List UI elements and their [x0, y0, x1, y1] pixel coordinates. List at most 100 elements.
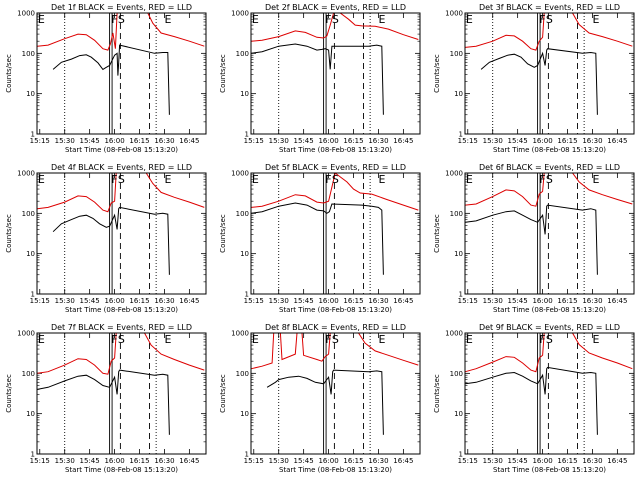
- time-marker-label: F: [325, 13, 331, 26]
- events-series-line: [465, 204, 598, 275]
- time-marker-label: F: [111, 333, 117, 346]
- lld-series-line: [251, 13, 419, 42]
- y-tick-label: 1: [459, 131, 463, 139]
- x-tick-label: 16:45: [607, 457, 627, 465]
- panel-title: Det 9f BLACK = Events, RED = LLD: [479, 323, 620, 332]
- x-tick-label: 15:15: [458, 137, 478, 145]
- events-series-line: [52, 206, 170, 275]
- time-marker-label: E: [378, 173, 385, 186]
- x-tick-label: 16:15: [129, 457, 149, 465]
- panel-title: Det 8f BLACK = Events, RED = LLD: [265, 323, 406, 332]
- y-tick-label: 1: [245, 291, 249, 299]
- time-marker-label: S: [332, 333, 339, 346]
- x-tick-label: 16:30: [154, 297, 174, 305]
- x-tick-label: 15:45: [294, 297, 314, 305]
- y-tick-label: 100: [450, 210, 463, 218]
- y-tick-label: 100: [22, 370, 35, 378]
- time-marker-label: S: [118, 173, 125, 186]
- time-marker-label: F: [539, 13, 545, 26]
- y-axis-title: Counts/sec: [219, 214, 227, 253]
- x-tick-label: 16:30: [368, 457, 388, 465]
- x-tick-label: 15:45: [294, 457, 314, 465]
- x-tick-label: 15:30: [269, 137, 289, 145]
- x-tick-label: 16:00: [104, 137, 124, 145]
- plot-panel: Det 6f BLACK = Events, RED = LLD Counts/s…: [433, 163, 635, 314]
- x-tick-label: 16:30: [582, 137, 602, 145]
- y-tick-label: 1: [245, 131, 249, 139]
- x-tick-label: 16:00: [532, 457, 552, 465]
- x-axis-title: Start Time (08-Feb-08 15:13:20): [279, 466, 392, 474]
- y-axis-title: Counts/sec: [5, 214, 13, 253]
- time-marker-label: F: [539, 173, 545, 186]
- y-tick-label: 10: [454, 90, 463, 98]
- time-marker-label: E: [252, 13, 259, 26]
- x-axis-title: Start Time (08-Feb-08 15:13:20): [279, 306, 392, 314]
- x-tick-label: 15:30: [483, 457, 503, 465]
- panel-title: Det 7f BLACK = Events, RED = LLD: [51, 323, 192, 332]
- time-marker-label: F: [325, 173, 331, 186]
- panel-title: Det 5f BLACK = Events, RED = LLD: [265, 163, 406, 172]
- panel-title: Det 3f BLACK = Events, RED = LLD: [479, 3, 620, 12]
- time-marker-label: F: [539, 333, 545, 346]
- y-tick-label: 1: [31, 451, 35, 459]
- x-tick-label: 16:00: [318, 457, 338, 465]
- time-marker-label: E: [592, 333, 599, 346]
- x-tick-label: 15:45: [508, 457, 528, 465]
- plot-panel: Det 4f BLACK = Events, RED = LLD Counts/s…: [5, 163, 207, 314]
- lld-series-line: [465, 13, 633, 51]
- x-tick-label: 15:15: [30, 457, 50, 465]
- y-tick-label: 1000: [231, 330, 249, 338]
- panel-title: Det 2f BLACK = Events, RED = LLD: [265, 3, 406, 12]
- x-tick-label: 15:30: [55, 137, 75, 145]
- y-tick-label: 1: [459, 451, 463, 459]
- x-tick-label: 16:00: [532, 137, 552, 145]
- time-marker-label: E: [164, 173, 171, 186]
- y-tick-label: 100: [450, 370, 463, 378]
- time-marker-label: E: [38, 173, 45, 186]
- time-marker-label: E: [466, 333, 473, 346]
- x-tick-label: 15:15: [244, 457, 264, 465]
- panel-title: Det 1f BLACK = Events, RED = LLD: [51, 3, 192, 12]
- time-marker-label: E: [164, 333, 171, 346]
- x-tick-label: 15:15: [244, 297, 264, 305]
- x-tick-label: 16:00: [104, 457, 124, 465]
- y-axis-title: Counts/sec: [5, 374, 13, 413]
- x-tick-label: 16:45: [393, 457, 413, 465]
- x-tick-label: 16:00: [104, 297, 124, 305]
- x-tick-label: 15:15: [458, 297, 478, 305]
- lld-series-line: [251, 173, 419, 211]
- time-marker-label: E: [38, 13, 45, 26]
- x-tick-label: 15:45: [80, 457, 100, 465]
- x-tick-label: 16:30: [154, 457, 174, 465]
- y-tick-label: 100: [236, 50, 249, 58]
- plot-panel: Det 8f BLACK = Events, RED = LLD Counts/s…: [219, 323, 421, 474]
- time-marker-label: S: [546, 333, 553, 346]
- y-tick-label: 1000: [17, 170, 35, 178]
- y-tick-label: 1: [245, 451, 249, 459]
- y-tick-label: 10: [240, 250, 249, 258]
- x-tick-label: 16:45: [179, 297, 199, 305]
- time-marker-label: E: [466, 173, 473, 186]
- x-tick-label: 16:00: [318, 137, 338, 145]
- x-tick-label: 15:30: [483, 137, 503, 145]
- plot-frame: [250, 172, 421, 295]
- x-tick-label: 15:45: [80, 137, 100, 145]
- x-tick-label: 15:15: [244, 137, 264, 145]
- x-tick-label: 16:45: [179, 137, 199, 145]
- y-tick-label: 100: [236, 210, 249, 218]
- x-tick-label: 16:45: [607, 137, 627, 145]
- plot-frame: [36, 172, 207, 295]
- events-series-line: [465, 366, 598, 435]
- x-tick-label: 15:30: [55, 297, 75, 305]
- plot-frame: [250, 332, 421, 455]
- y-axis-title: Counts/sec: [5, 54, 13, 93]
- plot-frame: [464, 172, 635, 295]
- time-marker-label: E: [38, 333, 45, 346]
- y-tick-label: 1000: [445, 170, 463, 178]
- y-tick-label: 1000: [445, 330, 463, 338]
- x-tick-label: 16:15: [343, 457, 363, 465]
- time-marker-label: S: [118, 333, 125, 346]
- x-axis-title: Start Time (08-Feb-08 15:13:20): [65, 306, 178, 314]
- time-marker-label: E: [252, 333, 259, 346]
